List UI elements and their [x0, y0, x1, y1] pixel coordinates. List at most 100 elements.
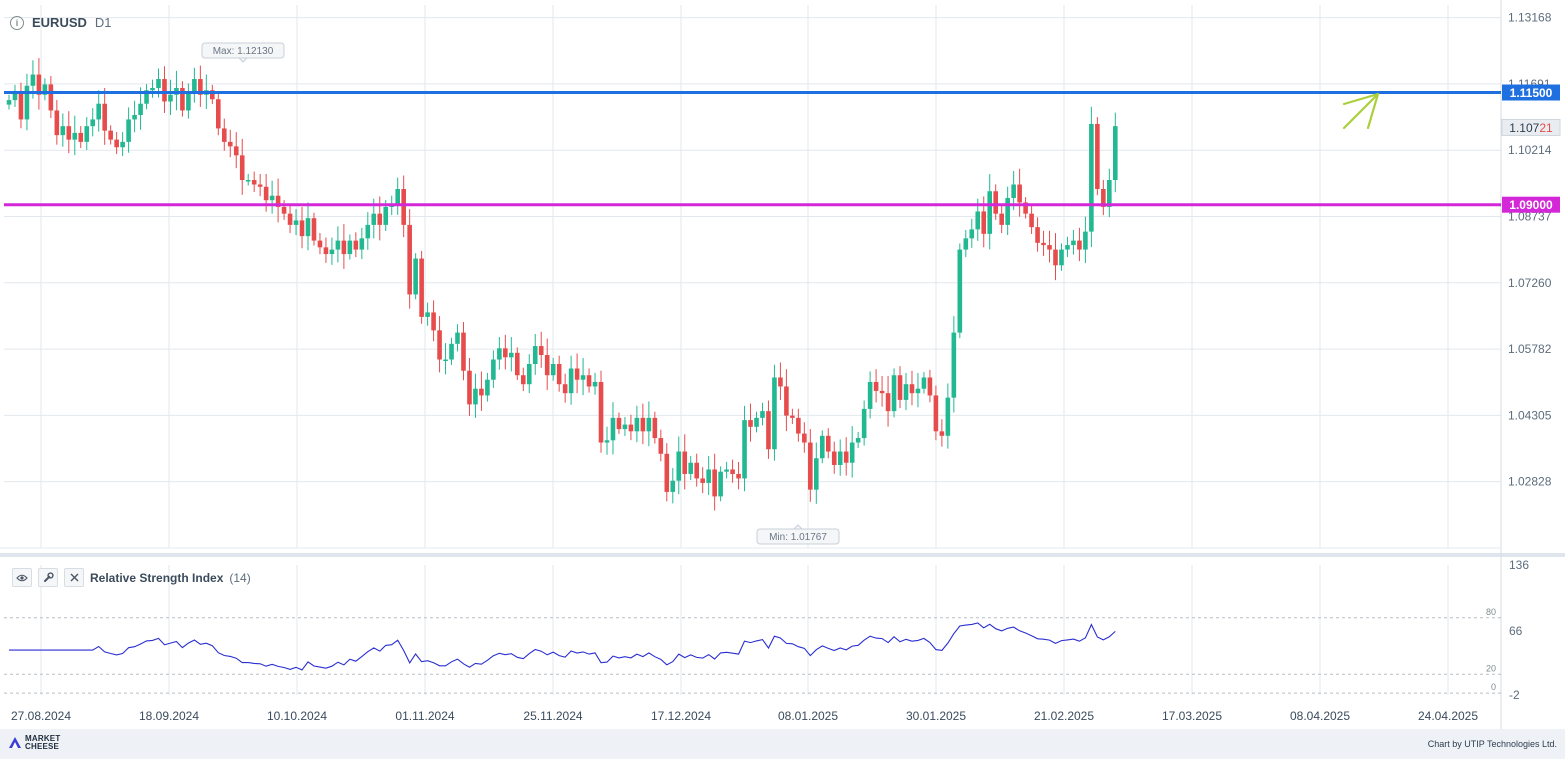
x-tick-label: 17.12.2024	[651, 709, 711, 723]
candle-up	[706, 469, 711, 483]
market-cheese-logo[interactable]: MARKET CHEESE	[8, 735, 60, 751]
candle-down	[544, 355, 550, 376]
candle-up	[957, 249, 963, 333]
candle-up	[1083, 231, 1088, 250]
rsi-level-label: 0	[1491, 682, 1496, 692]
candle-up	[724, 469, 729, 472]
candle-down	[233, 146, 239, 156]
candle-up	[359, 238, 365, 250]
current-price-label: 1.10721	[1509, 121, 1553, 135]
candle-up	[150, 88, 155, 91]
info-icon[interactable]: i	[10, 15, 24, 30]
candle-down	[1101, 188, 1106, 207]
candle-down	[461, 332, 466, 371]
candle-up	[365, 224, 371, 239]
candle-down	[401, 188, 406, 225]
min-marker-label: Min: 1.01767	[769, 532, 827, 543]
candle-up	[455, 332, 460, 344]
candle-up	[6, 100, 12, 105]
wrench-icon[interactable]	[38, 568, 58, 587]
candle-down	[520, 375, 526, 385]
candle-up	[742, 420, 747, 479]
candle-up	[497, 348, 502, 360]
candle-up	[969, 229, 975, 239]
candle-up	[335, 240, 341, 250]
candle-up	[688, 462, 694, 474]
timeframe-label[interactable]: D1	[94, 15, 112, 30]
candle-up	[814, 458, 819, 490]
price-chart[interactable]: 1.131681.116911.102141.087371.072601.057…	[0, 0, 1565, 729]
candle-down	[431, 312, 436, 331]
candle-up	[245, 180, 251, 182]
x-tick-label: 24.04.2025	[1418, 709, 1478, 723]
candle-down	[879, 390, 885, 394]
candle-down	[562, 384, 568, 394]
candle-up	[90, 119, 96, 127]
candle-down	[802, 433, 807, 443]
rsi-level-label: 20	[1486, 663, 1496, 673]
candles-group	[6, 58, 1118, 511]
candle-down	[993, 191, 998, 214]
candle-up	[1005, 197, 1010, 225]
candle-up	[891, 375, 897, 412]
candle-down	[36, 74, 42, 95]
candle-down	[216, 99, 221, 129]
candle-up	[132, 114, 137, 120]
candle-up	[383, 206, 389, 225]
candle-up	[509, 352, 514, 358]
candle-down	[66, 126, 72, 140]
candle-down	[700, 478, 705, 483]
x-tick-label: 01.11.2024	[395, 709, 454, 723]
candle-up	[921, 377, 927, 389]
candle-down	[102, 103, 107, 131]
level-price-label: 1.11500	[1510, 86, 1553, 100]
candle-up	[24, 85, 30, 120]
chart-credit: Chart by UTIP Technologies Ltd.	[1427, 739, 1557, 749]
x-tick-label: 21.02.2025	[1034, 709, 1094, 723]
rsi-level-label: 80	[1486, 607, 1496, 617]
candle-down	[766, 411, 771, 450]
candle-up	[473, 388, 478, 405]
candle-up	[1071, 240, 1076, 246]
candle-up	[371, 213, 377, 225]
candle-up	[855, 438, 861, 443]
candle-down	[682, 451, 688, 474]
candle-down	[78, 132, 84, 142]
candle-down	[317, 240, 323, 248]
symbol-label: EURUSD	[32, 15, 87, 30]
candle-up	[945, 397, 951, 436]
candle-up	[72, 132, 78, 140]
candle-up	[192, 79, 197, 93]
candle-down	[843, 451, 849, 463]
pane-separator	[0, 553, 1565, 557]
candle-down	[574, 368, 580, 380]
rsi-y-tick-label: -2	[1509, 688, 1520, 702]
candle-down	[287, 213, 293, 225]
candle-up	[443, 359, 448, 362]
candle-up	[293, 220, 299, 225]
candle-down	[162, 79, 167, 102]
level-price-tag	[1502, 84, 1560, 101]
candle-up	[42, 84, 48, 95]
candle-down	[221, 128, 227, 142]
candle-up	[168, 94, 173, 102]
y-tick-label: 1.02828	[1508, 475, 1552, 489]
candle-down	[281, 206, 287, 214]
eye-icon[interactable]	[12, 568, 32, 587]
candle-up	[861, 408, 867, 439]
candle-down	[652, 417, 658, 439]
candle-down	[1035, 227, 1040, 243]
candle-down	[515, 352, 520, 376]
candle-down	[198, 79, 203, 95]
candle-up	[395, 188, 400, 205]
y-tick-label: 1.08737	[1508, 210, 1552, 224]
candle-down	[114, 139, 119, 148]
candle-down	[694, 462, 699, 479]
candle-up	[676, 451, 682, 481]
candle-up	[84, 126, 90, 142]
close-icon[interactable]	[64, 568, 84, 587]
candle-up	[1107, 180, 1112, 207]
y-tick-label: 1.07260	[1508, 276, 1552, 290]
candle-down	[939, 431, 945, 436]
candle-down	[467, 370, 472, 405]
